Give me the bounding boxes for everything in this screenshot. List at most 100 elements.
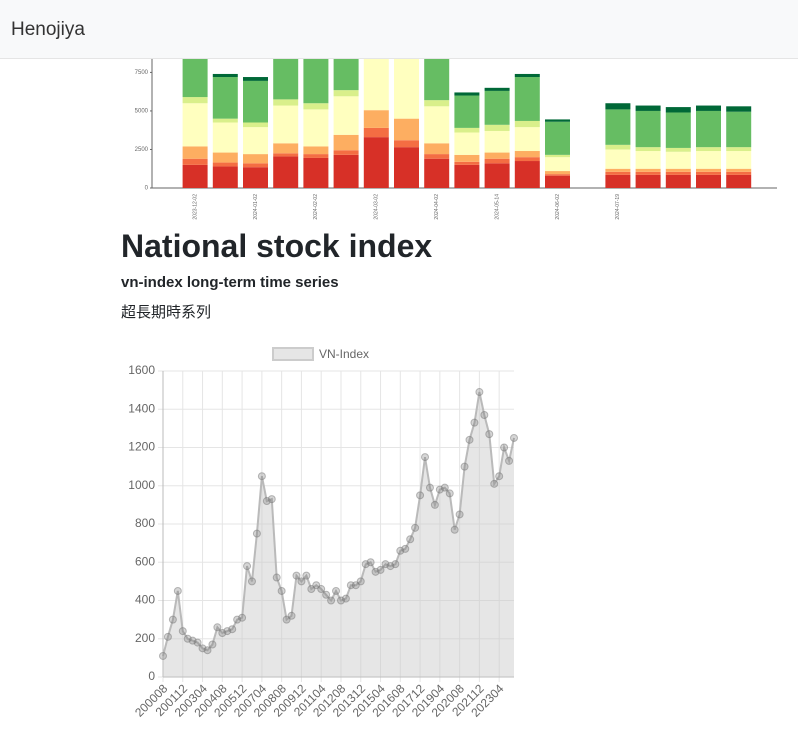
navbar: Henojiya xyxy=(0,0,798,59)
bar-segment xyxy=(696,151,721,169)
bar-segment xyxy=(454,95,480,128)
bar-segment xyxy=(182,158,208,165)
bar-segment xyxy=(454,132,480,155)
bar-segment xyxy=(303,154,329,158)
point xyxy=(440,483,449,492)
bar-segment xyxy=(696,110,721,148)
bar-segment xyxy=(212,152,238,163)
point xyxy=(465,435,474,444)
point xyxy=(332,586,341,595)
bar-segment xyxy=(243,163,268,168)
y-tick-label: 200 xyxy=(135,631,155,645)
point xyxy=(495,472,504,481)
bar-segment xyxy=(665,168,691,172)
point xyxy=(168,615,177,624)
bar-segment xyxy=(635,110,661,148)
bar-segment xyxy=(696,168,721,172)
bar-segment xyxy=(182,97,208,104)
bar-segment xyxy=(484,87,510,91)
bar-segment xyxy=(484,152,510,159)
point xyxy=(292,571,301,580)
bar-segment xyxy=(635,174,661,188)
bar-segment xyxy=(333,90,359,97)
bar-segment xyxy=(605,168,631,172)
bar-segment xyxy=(605,103,631,110)
bar-segment xyxy=(212,118,238,123)
bar-segment xyxy=(303,109,329,147)
bar-segment xyxy=(665,174,691,188)
bar-segment xyxy=(696,174,721,188)
point xyxy=(366,558,375,567)
point xyxy=(455,510,464,519)
bar-segment xyxy=(182,146,208,159)
bar-segment xyxy=(726,151,752,169)
point xyxy=(480,410,489,419)
y-tick-label: 1200 xyxy=(128,440,155,454)
point xyxy=(376,565,385,574)
bar-segment xyxy=(605,171,631,175)
bar-segment xyxy=(726,174,752,188)
bar-segment xyxy=(545,157,570,172)
point xyxy=(208,640,217,649)
bar-segment xyxy=(635,151,661,169)
bar-segment xyxy=(212,166,238,188)
brand[interactable]: Henojiya xyxy=(11,19,85,40)
bar-segment xyxy=(424,158,450,188)
bar-segment xyxy=(454,164,480,188)
bar-segment xyxy=(665,107,691,113)
x-tick-label: 2023-12-02 xyxy=(192,194,198,220)
point xyxy=(450,525,459,534)
bar-segment xyxy=(605,174,631,188)
bar-segment xyxy=(333,154,359,188)
bar-segment xyxy=(394,147,419,188)
bar-segment xyxy=(484,163,510,188)
bar-segment xyxy=(545,175,570,188)
bar-segment xyxy=(454,161,480,165)
bar-segment xyxy=(726,106,752,112)
bar-segment xyxy=(514,161,540,188)
bar-segment xyxy=(484,90,510,125)
point xyxy=(178,627,187,636)
bar-segment xyxy=(182,103,208,147)
point xyxy=(510,433,518,442)
page-title: National stock index xyxy=(121,228,433,264)
point xyxy=(238,613,247,622)
bar-segment xyxy=(394,57,419,119)
bar-segment xyxy=(212,77,238,119)
area xyxy=(163,392,514,677)
point xyxy=(243,562,252,571)
bar-segment xyxy=(665,151,691,169)
bar-segment xyxy=(726,111,752,148)
bar-segment xyxy=(363,127,389,138)
x-tick-label: 2024-04-02 xyxy=(434,194,440,220)
point xyxy=(485,430,494,439)
point xyxy=(356,577,365,586)
line xyxy=(162,391,515,657)
point xyxy=(475,388,484,397)
point xyxy=(252,529,261,538)
bar-segment xyxy=(635,168,661,172)
bar-segment xyxy=(605,144,631,150)
bar-segment xyxy=(243,154,268,164)
point xyxy=(327,596,336,605)
bar-segment xyxy=(212,122,238,153)
x-tick-label: 2024-01-02 xyxy=(253,194,259,220)
bar-segment xyxy=(605,149,631,169)
point xyxy=(322,590,331,599)
point xyxy=(411,523,420,532)
y-tick-label: 1600 xyxy=(128,363,155,377)
bar-segment xyxy=(333,134,359,151)
bar-segment xyxy=(363,110,389,128)
bar-segment xyxy=(303,157,329,188)
point xyxy=(287,611,296,620)
bar-segment xyxy=(243,167,268,188)
bar-segment xyxy=(303,103,329,110)
point xyxy=(257,472,266,481)
bar-segment xyxy=(696,171,721,175)
point xyxy=(460,462,469,471)
bar-segment xyxy=(333,150,359,155)
y-tick-label: 600 xyxy=(135,554,155,568)
bar-segment xyxy=(424,154,450,159)
